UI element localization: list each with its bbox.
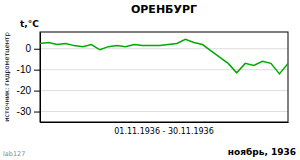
plot-area: 0 -10 -20 -30 <box>17 32 289 123</box>
plot-frame <box>40 32 288 122</box>
y-tick: 0 <box>25 43 40 54</box>
x-axis-line <box>41 122 289 123</box>
marks <box>40 39 288 74</box>
grid-line <box>40 69 288 70</box>
data-line <box>40 39 288 74</box>
y-tick: -30 <box>17 106 40 117</box>
watermark: lab127 <box>3 150 25 158</box>
y-tick-label: -30 <box>17 106 32 117</box>
y-tick-mark <box>34 91 40 92</box>
grid-line <box>40 48 288 49</box>
y-tick-label: -20 <box>17 85 32 96</box>
y-tick-label: -10 <box>17 64 32 75</box>
y-tick-label: 0 <box>25 43 31 54</box>
x-axis-title: 01.11.1936 - 30.11.1936 <box>114 127 214 136</box>
y-tick: -20 <box>17 85 40 96</box>
footer: ноябрь, 1936 <box>228 147 296 157</box>
chart: 0 -10 -20 -30 ОРЕНБУРГ t,°C 01.11.1936 - 30.11… <box>0 0 300 160</box>
y-tick: -10 <box>17 64 40 75</box>
x-axis <box>41 122 289 123</box>
grid-line <box>40 90 288 91</box>
y-tick-mark <box>34 112 40 113</box>
title: ОРЕНБУРГ <box>131 3 197 16</box>
grid <box>40 49 288 112</box>
y-axis-title: t,°C <box>20 19 39 29</box>
y-axis-line <box>40 33 41 123</box>
y-tick-mark <box>34 49 40 50</box>
source-label: источник: гидрометцентр <box>3 32 11 122</box>
y-tick-mark <box>34 70 40 71</box>
y-axis: 0 -10 -20 -30 <box>17 33 41 123</box>
grid-line <box>40 111 288 112</box>
